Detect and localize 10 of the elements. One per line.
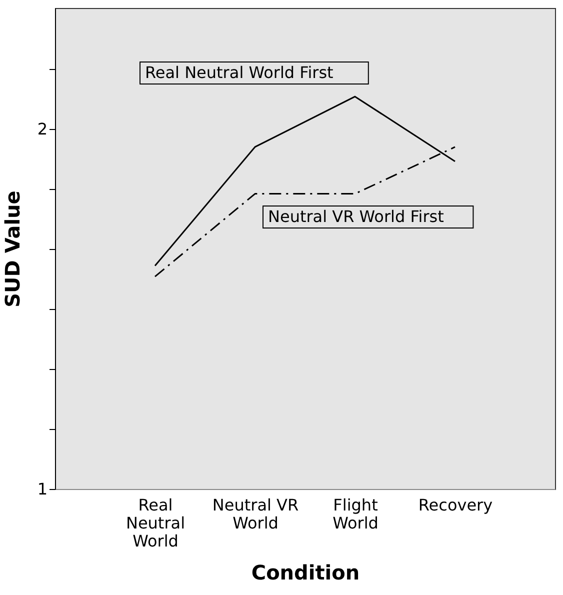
x-tick-label: Neutral VR World bbox=[212, 496, 299, 532]
y-tick-label: 2 bbox=[37, 119, 48, 138]
y-axis-title: SUD Value bbox=[0, 190, 24, 308]
x-axis-title: Condition bbox=[251, 560, 360, 584]
series-label: Neutral VR World First bbox=[268, 207, 444, 226]
series-label: Real Neutral World First bbox=[145, 63, 334, 82]
x-tick-label: Recovery bbox=[418, 496, 493, 514]
x-tick-label: Flight World bbox=[332, 496, 378, 532]
x-tick-label: Real Neutral World bbox=[126, 496, 186, 550]
y-tick-label: 1 bbox=[37, 480, 48, 498]
